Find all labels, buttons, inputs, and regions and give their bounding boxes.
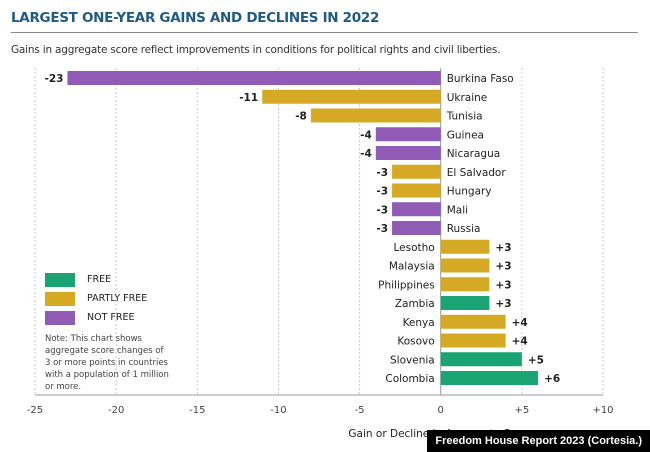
legend-label: NOT FREE	[87, 312, 135, 323]
data-label: -23	[44, 73, 63, 85]
data-label: -11	[239, 92, 258, 104]
category-label: El Salvador	[447, 167, 507, 179]
data-label: -3	[376, 167, 388, 179]
x-tick-label: +10	[592, 405, 613, 416]
category-label: Colombia	[385, 373, 434, 385]
bar-tunisia	[310, 108, 441, 123]
bar-colombia	[440, 371, 539, 385]
bar-kenya	[440, 314, 506, 329]
bar-guinea	[375, 127, 441, 142]
category-label: Russia	[447, 223, 481, 235]
category-label: Malaysia	[389, 261, 435, 273]
data-label: +3	[495, 242, 511, 254]
bar-ukraine	[262, 89, 441, 104]
x-tick-label: -15	[189, 405, 205, 416]
legend-item-free: FREE	[45, 270, 175, 289]
x-tick-label: 0	[438, 405, 444, 416]
data-label: +3	[495, 298, 511, 310]
data-label: +6	[544, 373, 560, 385]
data-label: +3	[495, 261, 511, 273]
chart-note: Note: This chart shows aggregate score c…	[45, 334, 169, 392]
bar-burkina-faso	[67, 71, 441, 85]
bar-malaysia	[440, 258, 490, 273]
category-label: Nicaragua	[447, 148, 500, 160]
x-tick-label: -20	[108, 405, 124, 416]
data-label: -4	[360, 129, 372, 141]
chart-subtitle: Gains in aggregate score reflect improve…	[11, 44, 501, 56]
legend-item-partly-free: PARTLY FREE	[45, 289, 175, 308]
bar-hungary	[392, 183, 441, 198]
legend: FREE PARTLY FREE NOT FREE Note: This cha…	[45, 270, 175, 393]
data-label: +3	[495, 279, 511, 291]
category-label: Zambia	[395, 298, 435, 310]
legend-label: FREE	[87, 274, 112, 285]
data-label: -3	[376, 204, 388, 216]
x-tick-label: -25	[27, 405, 43, 416]
data-label: -3	[376, 223, 388, 235]
legend-label: PARTLY FREE	[87, 293, 148, 304]
category-label: Philippines	[378, 279, 435, 291]
data-label: -3	[376, 186, 388, 198]
bar-lesotho	[440, 239, 490, 254]
category-label: Guinea	[447, 129, 484, 141]
x-tick-label: +5	[514, 405, 529, 416]
category-label: Tunisia	[446, 111, 483, 123]
x-tick-label: -10	[270, 405, 286, 416]
chart-title: LARGEST ONE-YEAR GAINS AND DECLINES IN 2…	[11, 10, 380, 26]
bar-el-salvador	[392, 164, 441, 179]
title-divider	[11, 32, 638, 33]
bar-russia	[392, 221, 441, 235]
bar-slovenia	[440, 352, 522, 367]
data-label: -4	[360, 148, 372, 160]
legend-swatch-not-free	[45, 310, 75, 325]
data-label: -8	[295, 111, 307, 123]
legend-item-not-free: NOT FREE	[45, 308, 175, 327]
category-label: Lesotho	[393, 242, 434, 254]
category-label: Kenya	[403, 317, 435, 329]
category-label: Burkina Faso	[447, 73, 514, 85]
image-credit: Freedom House Report 2023 (Cortesia.)	[427, 430, 650, 452]
x-tick-label: -5	[355, 405, 365, 416]
bar-philippines	[440, 277, 490, 292]
bar-kosovo	[440, 333, 506, 348]
data-label: +4	[512, 336, 528, 348]
data-label: +4	[512, 317, 528, 329]
category-label: Mali	[447, 204, 468, 216]
category-label: Hungary	[447, 186, 492, 198]
data-label: +5	[528, 354, 544, 366]
category-label: Kosovo	[397, 336, 434, 348]
legend-swatch-partly-free	[45, 291, 75, 306]
category-label: Ukraine	[447, 92, 488, 104]
category-label: Slovenia	[390, 354, 435, 366]
bar-zambia	[440, 296, 490, 310]
bar-mali	[392, 202, 441, 217]
bar-nicaragua	[375, 146, 441, 160]
legend-swatch-free	[45, 272, 75, 287]
